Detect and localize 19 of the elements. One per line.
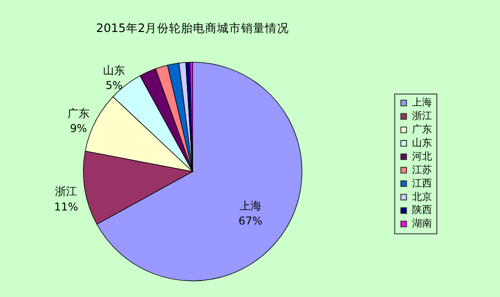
legend-label: 河北: [412, 150, 432, 162]
chart-title: 2015年2月份轮胎电商城市销量情况: [96, 20, 290, 35]
legend-label: 上海: [412, 96, 432, 109]
slice-label: 广东: [67, 106, 90, 120]
data-label: 67%: [238, 214, 262, 228]
data-label: 9%: [70, 122, 88, 136]
legend-label: 广东: [412, 124, 432, 136]
legend-label: 北京: [412, 190, 432, 203]
data-label: 11%: [54, 200, 78, 214]
slice-label: 上海: [240, 199, 262, 212]
slice-label: 浙江: [55, 185, 78, 198]
data-label: 5%: [106, 79, 123, 92]
slice-label: 山东: [103, 64, 126, 77]
legend-label: 江苏: [412, 164, 432, 176]
legend-label: 陕西: [412, 204, 432, 216]
legend-label: 湖南: [412, 218, 432, 230]
legend-label: 浙江: [412, 110, 432, 122]
legend-label: 江西: [412, 177, 432, 190]
legend-label: 山东: [412, 137, 432, 150]
